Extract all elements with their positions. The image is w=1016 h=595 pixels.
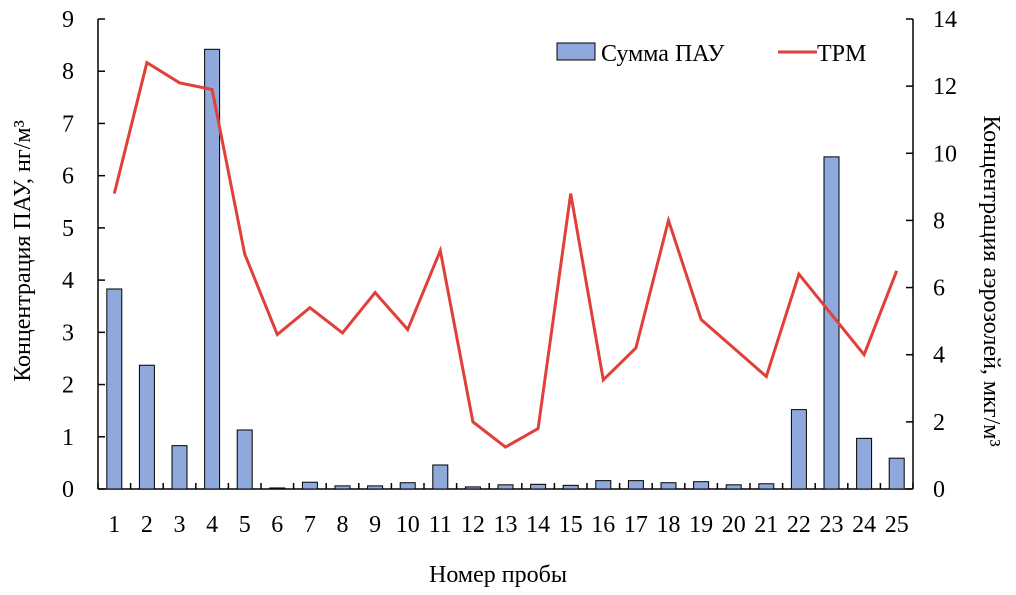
x-tick-label: 3	[174, 512, 186, 538]
x-axis-title: Номер пробы	[429, 562, 567, 588]
x-tick-label: 15	[559, 512, 583, 538]
bar	[367, 485, 384, 490]
bar	[269, 487, 286, 490]
bar	[856, 437, 873, 490]
x-tick-label: 14	[526, 512, 550, 538]
bar-series	[106, 48, 905, 490]
bar	[236, 429, 253, 490]
left-tick-label: 6	[62, 164, 74, 190]
left-tick-label: 3	[62, 320, 74, 346]
left-tick-label: 9	[62, 7, 74, 33]
x-tick-label: 25	[885, 512, 909, 538]
bar	[758, 483, 775, 490]
right-tick-label: 2	[933, 410, 945, 436]
bar	[464, 486, 481, 490]
x-tick-label: 10	[396, 512, 420, 538]
bar	[725, 484, 742, 490]
x-tick-label: 7	[304, 512, 316, 538]
right-tick-label: 6	[933, 276, 945, 302]
right-axis-title: Концентрация аэрозолей, мкг/м³	[978, 115, 1004, 446]
left-tick-label: 8	[62, 59, 74, 85]
bar	[888, 457, 905, 490]
x-tick-label: 19	[689, 512, 713, 538]
x-axis-ticks: 1 2 3 4 5 6 7 8 9 10 11 12 13 14 15 16 17 18 19 20 21 22 23 24 2…	[97, 483, 914, 538]
right-tick-label: 12	[933, 74, 957, 100]
x-tick-label: 16	[591, 512, 615, 538]
right-tick-label: 8	[933, 208, 945, 234]
bar	[562, 484, 579, 490]
right-tick-label: 0	[933, 477, 945, 503]
bar	[790, 409, 807, 490]
x-tick-label: 13	[494, 512, 518, 538]
bar	[138, 364, 155, 490]
line-series	[112, 60, 899, 449]
bar	[106, 288, 123, 490]
bar	[399, 482, 416, 490]
x-tick-label: 22	[787, 512, 811, 538]
legend-bar-swatch	[556, 42, 596, 61]
right-tick-label: 14	[933, 7, 957, 33]
left-axis-ticks: 0 1 2 3 4 5 6 7 8 9	[62, 7, 105, 503]
bar	[301, 481, 318, 490]
x-tick-label: 11	[429, 512, 452, 538]
bar	[693, 481, 710, 490]
x-tick-label: 24	[852, 512, 876, 538]
left-tick-label: 7	[62, 111, 74, 137]
bar	[530, 483, 547, 490]
bar	[204, 48, 221, 490]
x-tick-label: 1	[108, 512, 120, 538]
left-tick-label: 0	[62, 477, 74, 503]
x-tick-label: 18	[657, 512, 681, 538]
plot-frame	[97, 19, 914, 490]
legend-bar-label: Сумма ПАУ	[601, 41, 725, 67]
bar	[432, 464, 449, 490]
left-tick-label: 5	[62, 216, 74, 242]
legend-line-label: TPM	[817, 41, 866, 67]
x-tick-label: 17	[624, 512, 648, 538]
right-tick-label: 10	[933, 141, 957, 167]
x-tick-label: 20	[722, 512, 746, 538]
x-tick-label: 5	[239, 512, 251, 538]
left-tick-label: 1	[62, 425, 74, 451]
x-tick-label: 9	[369, 512, 381, 538]
bar	[497, 484, 514, 490]
legend: Сумма ПАУ TPM	[556, 41, 866, 67]
x-tick-label: 6	[271, 512, 283, 538]
right-tick-label: 4	[933, 343, 945, 369]
x-tick-label: 21	[754, 512, 778, 538]
x-tick-label: 23	[820, 512, 844, 538]
bar	[627, 480, 644, 490]
x-tick-label: 4	[206, 512, 218, 538]
bar	[334, 485, 351, 490]
right-axis-ticks: 0 2 4 6 8 10 12 14	[906, 7, 957, 503]
left-axis-title: Концентрация ПАУ, нг/м³	[10, 120, 36, 382]
x-tick-label: 8	[337, 512, 349, 538]
left-tick-label: 2	[62, 373, 74, 399]
left-tick-label: 4	[62, 268, 74, 294]
x-tick-label: 2	[141, 512, 153, 538]
x-tick-label: 12	[461, 512, 485, 538]
bar	[660, 482, 677, 490]
bar	[595, 480, 612, 490]
bar	[171, 445, 188, 490]
